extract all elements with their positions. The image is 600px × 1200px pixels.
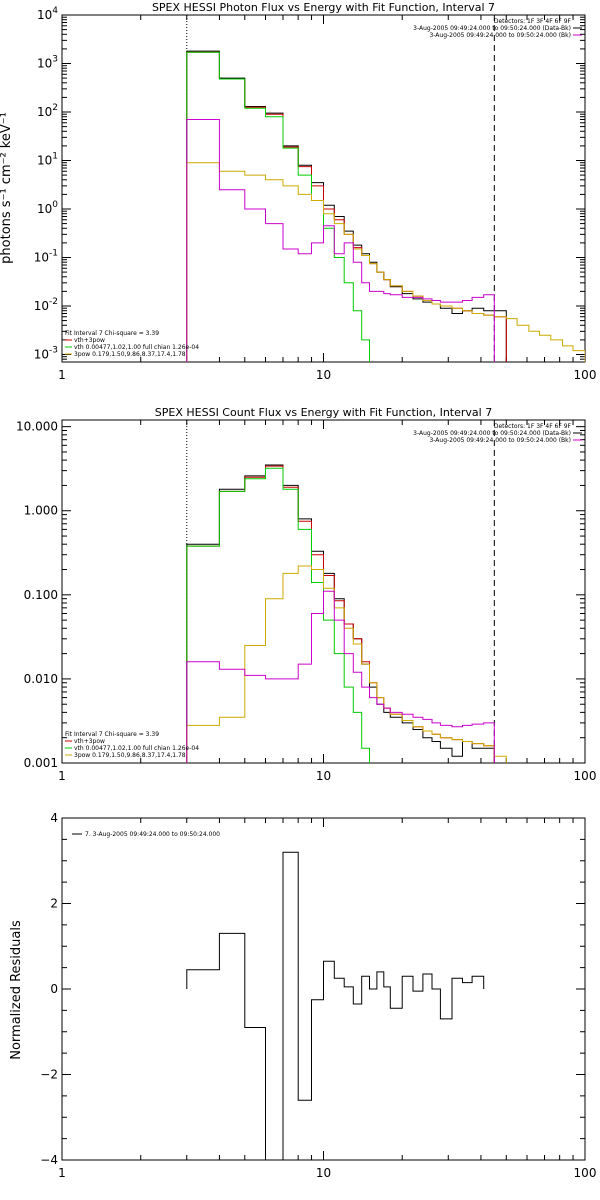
- y-tick-label: 0: [50, 982, 58, 996]
- x-tick-label: 100: [574, 769, 597, 783]
- y-tick-base: 1.000: [24, 504, 58, 518]
- y-axis-label: photons s⁻¹ cm⁻² keV⁻¹: [0, 112, 14, 264]
- x-tick-label: 1: [58, 1166, 66, 1180]
- series-4-histogram: [186, 565, 507, 763]
- series-1-histogram: [186, 464, 495, 763]
- legend-tr-entry: 3-Aug-2005 09:49:24.000 to 09:50:24.000 …: [429, 32, 571, 39]
- y-tick-exponent: -3: [49, 345, 58, 355]
- y-tick-label: 100: [37, 200, 58, 216]
- y-tick-label: 10-2: [34, 297, 58, 313]
- y-tick-exponent: 4: [52, 6, 58, 16]
- series-4-histogram: [186, 162, 585, 362]
- y-tick-base: 10: [37, 153, 52, 167]
- y-tick-base: 10: [37, 105, 52, 119]
- chart-panel-3: 1 10 100 4 2 0 −2 −4 Normalized Residuals 7. 3-Au…: [9, 811, 596, 1180]
- legend-bl-entry: vth 0.00477,1.02,1.00 full chian 1.26e-0…: [74, 745, 199, 752]
- legend-bl-entry: Fit Interval 7 Chi-square = 3.39: [65, 330, 159, 337]
- y-tick-base: −2: [40, 1068, 58, 1082]
- x-tick-label: 100: [574, 1166, 597, 1180]
- legend-tr-entry: 3-Aug-2005 09:49:24.000 to 09:50:24.000 …: [429, 437, 571, 444]
- y-tick-base: 0.010: [24, 672, 58, 686]
- y-tick-label: 104: [37, 6, 58, 22]
- y-tick-label: 103: [37, 54, 58, 70]
- x-tick-label: 10: [316, 769, 331, 783]
- y-tick-exponent: 2: [52, 103, 58, 113]
- y-tick-base: 10: [34, 250, 49, 264]
- chart-title: SPEX HESSI Count Flux vs Energy with Fit…: [155, 406, 492, 419]
- y-tick-exponent: -2: [49, 297, 58, 307]
- y-tick-label: 10-1: [34, 248, 58, 264]
- y-tick-base: 4: [50, 811, 58, 825]
- legend-tl-entry: 7. 3-Aug-2005 09:49:24.000 to 09:50:24.0…: [85, 831, 220, 838]
- legend-bl-entry: vth+3pow: [74, 738, 105, 745]
- series-group: [186, 851, 485, 1160]
- series-2-histogram: [186, 465, 495, 763]
- x-tick-label: 10: [316, 368, 331, 382]
- y-tick-base: 10: [34, 347, 49, 361]
- y-tick-base: 2: [50, 897, 58, 911]
- y-tick-label: 102: [37, 103, 58, 119]
- y-tick-label: 101: [37, 151, 58, 167]
- y-tick-label: 0.001: [24, 756, 58, 770]
- legend-bl-entry: Fit Interval 7 Chi-square = 3.39: [65, 731, 159, 738]
- legend-bl-entry: 3pow 0.179,1.50,9.86,8.37,17.4,1.78: [74, 752, 186, 759]
- series-3-histogram: [186, 467, 370, 763]
- y-tick-label: 0.100: [24, 588, 58, 602]
- series-2-histogram: [186, 51, 507, 362]
- y-axis-label: Normalized Residuals: [9, 920, 24, 1060]
- legend-bl-entry: 3pow 0.179,1.50,9.86,8.37,17.4,1.78: [74, 351, 186, 358]
- y-tick-base: 0.001: [24, 756, 58, 770]
- legend-tr-entry: 3-Aug-2005 09:49:24.000 to 09:50:24.000 …: [413, 25, 571, 32]
- y-tick-label: 1.000: [24, 504, 58, 518]
- chart-title: SPEX HESSI Photon Flux vs Energy with Fi…: [152, 1, 495, 14]
- y-tick-label: 10-3: [34, 345, 58, 361]
- y-tick-base: 10.000: [16, 420, 58, 434]
- x-tick-label: 10: [316, 1166, 331, 1180]
- x-tick-label: 100: [574, 368, 597, 382]
- legend-bl-entry: vth 0.00477,1.02,1.00 full chian 1.26e-0…: [74, 344, 199, 351]
- y-tick-base: 10: [34, 299, 49, 313]
- y-tick-label: 4: [50, 811, 58, 825]
- legend-tr-entry: 3-Aug-2005 09:49:24.000 to 09:50:24.000 …: [413, 430, 571, 437]
- y-tick-exponent: -1: [49, 248, 58, 258]
- x-tick-label: 1: [58, 769, 66, 783]
- series-1-histogram: [186, 50, 507, 362]
- y-tick-base: 10: [37, 56, 52, 70]
- series-group: [186, 50, 585, 362]
- chart-panel-2: 1 10 100 10.000 1.000 0.100 0.010 0.001 SPEX HES…: [16, 406, 596, 783]
- y-tick-exponent: 3: [52, 54, 58, 64]
- legend-tr-entry: Detectors: 1F 3F 4F 6F 9F: [494, 18, 572, 25]
- y-tick-label: 0.010: [24, 672, 58, 686]
- y-tick-label: −2: [40, 1068, 58, 1082]
- y-tick-exponent: 0: [52, 200, 58, 210]
- y-tick-label: −4: [40, 1153, 58, 1167]
- y-tick-base: −4: [40, 1153, 58, 1167]
- legend-bl-entry: vth+3pow: [74, 337, 105, 344]
- y-tick-base: 10: [37, 8, 52, 22]
- series-1-histogram: [186, 851, 485, 1160]
- legend-tr-entry: Detectors: 1F 3F 4F 6F 9F: [494, 423, 572, 430]
- series-5-histogram: [186, 590, 495, 763]
- series-5-histogram: [186, 119, 495, 362]
- y-tick-exponent: 1: [52, 151, 58, 161]
- y-tick-label: 10.000: [16, 420, 58, 434]
- series-3-histogram: [186, 51, 370, 362]
- series-group: [186, 464, 507, 763]
- y-tick-base: 0: [50, 982, 58, 996]
- y-tick-base: 10: [37, 202, 52, 216]
- y-tick-label: 2: [50, 897, 58, 911]
- x-tick-label: 1: [58, 368, 66, 382]
- y-tick-base: 0.100: [24, 588, 58, 602]
